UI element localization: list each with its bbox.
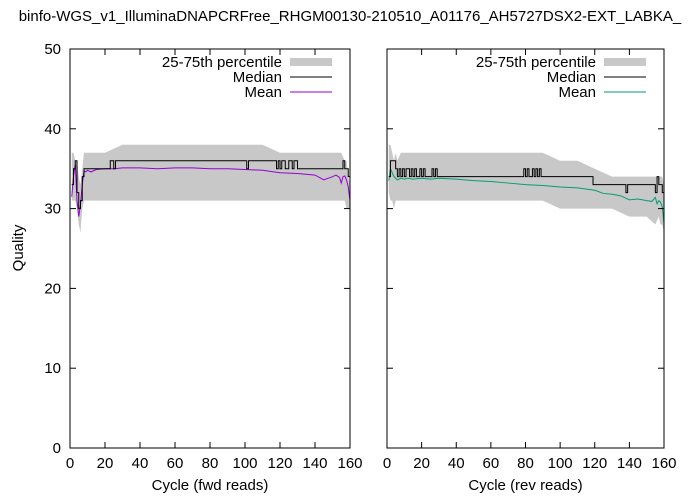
x-tick-label: 140 (302, 455, 327, 472)
chart-title: binfo-WGS_v1_IlluminaDNAPCRFree_RHGM0013… (19, 8, 682, 25)
legend-percentile-swatch (604, 58, 646, 66)
x-tick-label: 100 (232, 455, 257, 472)
y-tick-label: 40 (44, 121, 61, 138)
median-line (71, 160, 351, 210)
x-tick-label: 100 (548, 455, 573, 472)
x-tick-label: 80 (517, 455, 534, 472)
plot-frame (386, 48, 665, 449)
panel-rev-reads: 0 20 40 60 80 100 120 140 160 Cycle (rev reads) 25… (383, 48, 677, 494)
x-tick-label: 20 (413, 455, 430, 472)
x-axis-label: Cycle (fwd reads) (152, 477, 269, 494)
y-tick-label: 0 (53, 440, 61, 457)
y-axis-label: Quality (10, 224, 27, 271)
legend-median-label: Median (233, 69, 282, 86)
x-tick-label: 140 (617, 455, 642, 472)
x-tick-label: 160 (337, 455, 362, 472)
x-tick-label: 120 (267, 455, 292, 472)
y-tick-label: 10 (44, 360, 61, 377)
x-tick-label: 60 (483, 455, 500, 472)
median-line (388, 160, 665, 201)
legend-percentile-swatch (290, 58, 332, 66)
mean-line (388, 166, 665, 224)
y-tick-label: 20 (44, 280, 61, 297)
percentile-band (388, 144, 664, 233)
legend-mean-label: Mean (558, 84, 596, 101)
plot-frame (69, 48, 351, 449)
legend-percentile-label: 25-75th percentile (162, 54, 282, 71)
x-tick-label: 40 (132, 455, 149, 472)
x-tick-label: 60 (167, 455, 184, 472)
x-tick-label: 160 (651, 455, 676, 472)
y-tick-label: 30 (44, 201, 61, 218)
x-tick-label: 120 (582, 455, 607, 472)
x-axis-label: Cycle (rev reads) (468, 477, 582, 494)
legend-median-label: Median (547, 69, 596, 86)
x-tick-label: 40 (448, 455, 465, 472)
x-tick-label: 0 (383, 455, 391, 472)
x-tick-label: 20 (97, 455, 114, 472)
x-tick-label: 80 (202, 455, 219, 472)
percentile-band (71, 144, 350, 233)
y-tick-label: 50 (44, 41, 61, 58)
legend-mean-label: Mean (244, 84, 282, 101)
legend-percentile-label: 25-75th percentile (476, 54, 596, 71)
panel-fwd-reads: 0 20 40 60 80 100 120 140 160 0 10 20 30 40 50 Cycle (f… (44, 41, 362, 494)
x-tick-label: 0 (66, 455, 74, 472)
